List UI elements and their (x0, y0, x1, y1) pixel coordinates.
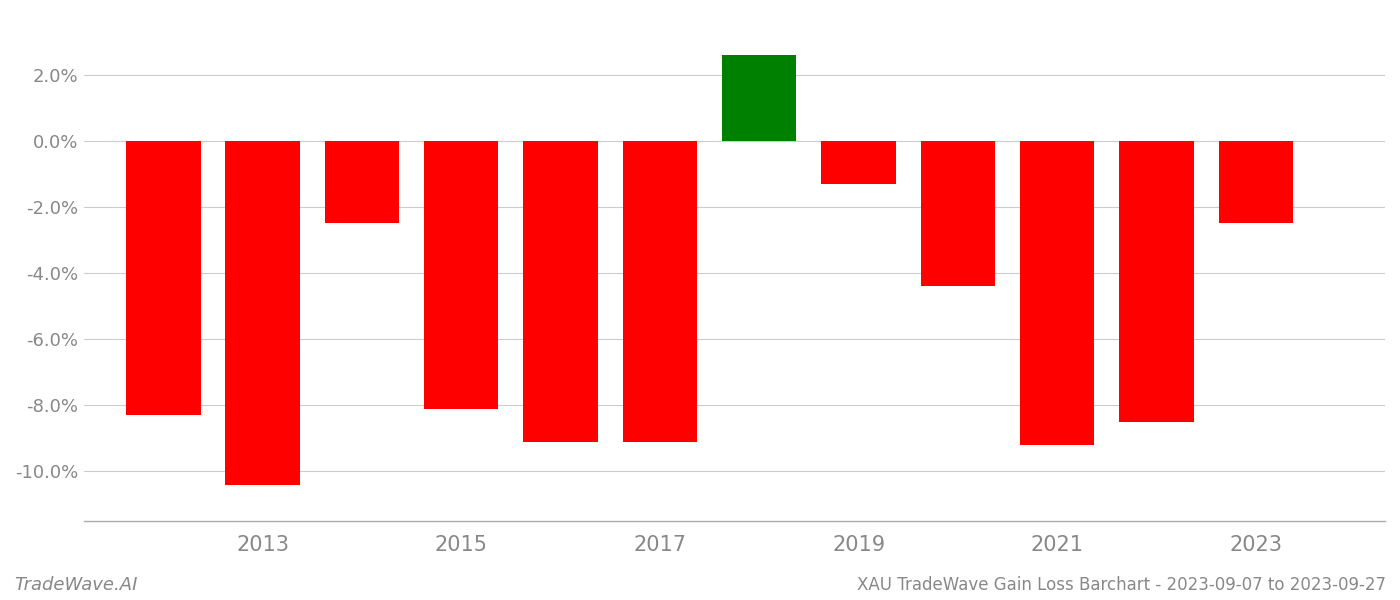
Bar (325, 141, 399, 223)
Bar (1119, 141, 1194, 422)
Bar (1021, 141, 1095, 445)
Bar (225, 141, 300, 485)
Bar (623, 141, 697, 442)
Bar (524, 141, 598, 442)
Text: XAU TradeWave Gain Loss Barchart - 2023-09-07 to 2023-09-27: XAU TradeWave Gain Loss Barchart - 2023-… (857, 576, 1386, 594)
Bar (921, 141, 995, 286)
Bar (822, 141, 896, 184)
Text: TradeWave.AI: TradeWave.AI (14, 576, 137, 594)
Bar (424, 141, 498, 409)
Bar (722, 55, 797, 141)
Bar (126, 141, 200, 415)
Bar (1218, 141, 1294, 223)
